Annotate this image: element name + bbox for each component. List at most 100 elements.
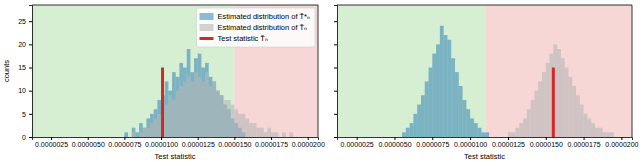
histogram-bar — [568, 77, 572, 137]
histogram-bar — [168, 91, 172, 137]
histogram-bar — [124, 132, 128, 137]
histogram-bar — [402, 137, 406, 138]
histogram-bar — [481, 137, 485, 138]
x-axis: 0.00000250.00000500.00000750.00001000.00… — [338, 137, 639, 148]
histogram-bar — [179, 86, 183, 137]
histogram-bar — [220, 95, 224, 137]
histogram-bar — [121, 137, 125, 138]
y-tick — [334, 91, 337, 92]
frame — [32, 5, 318, 137]
x-tick-label: 0.0000125 — [182, 141, 215, 148]
histogram-bar — [584, 114, 588, 137]
histogram-bar — [425, 137, 429, 138]
histogram-bar — [565, 68, 569, 137]
histogram-bar — [394, 137, 398, 138]
x-axis-line — [338, 138, 633, 141]
histogram-bar — [139, 132, 143, 137]
x-tick-mark — [584, 137, 585, 140]
y-tick — [334, 68, 337, 69]
histogram-bar — [110, 137, 114, 138]
histogram-bar — [398, 137, 402, 138]
histogram-bar — [402, 132, 406, 137]
histogram-bar — [606, 132, 610, 137]
histogram-bar — [143, 128, 147, 137]
histogram-bar — [293, 137, 297, 138]
x-tick-mark — [621, 137, 622, 140]
histogram-bar — [463, 100, 467, 137]
histogram-bar — [534, 91, 538, 137]
legend-swatch — [200, 13, 214, 20]
histogram-bar — [113, 137, 117, 138]
histogram-bar — [474, 137, 478, 138]
y-tick-mark — [334, 21, 337, 22]
histogram-bar — [432, 54, 436, 137]
histogram-bar — [154, 118, 158, 137]
histogram-bar — [398, 137, 402, 138]
legend-label: Estimated distribution of T̃*ₙ — [218, 12, 310, 21]
histogram-bar — [504, 137, 508, 138]
x-tick-mark — [394, 137, 395, 140]
y-tick-label: 0 — [22, 134, 26, 141]
histogram-bar — [447, 40, 451, 137]
x-tick: 0.0000075 — [108, 137, 141, 148]
histogram-bar — [610, 132, 614, 137]
y-tick-mark — [29, 137, 32, 138]
histogram-bar — [238, 114, 242, 137]
test-statistic — [161, 68, 164, 137]
histogram-bar — [546, 63, 550, 137]
histogram-bar — [113, 137, 117, 138]
histogram-bar — [481, 132, 485, 137]
y-tick-mark — [334, 44, 337, 45]
y-axis-title: counts — [2, 60, 11, 82]
x-tick: 0.0000175 — [255, 137, 288, 148]
histogram-bar — [519, 123, 523, 137]
x-tick: 0.0000125 — [182, 137, 215, 148]
histogram-bar — [429, 68, 433, 137]
histogram-bar — [194, 72, 198, 137]
y-tick: 5 — [22, 111, 32, 118]
histogram-bar — [508, 132, 512, 137]
x-tick-label: 0.0000175 — [255, 141, 288, 148]
histogram-series — [132, 72, 293, 137]
figure: 0.00000250.00000500.00000750.00001000.00… — [0, 0, 640, 163]
histogram-bar — [413, 114, 417, 137]
histogram-bar — [293, 137, 297, 138]
histogram-bar — [146, 118, 150, 137]
histogram-bar — [205, 63, 209, 137]
histogram-bar — [278, 137, 282, 138]
histogram-bar — [470, 137, 474, 138]
histogram-bar — [99, 137, 103, 138]
histogram-bar — [201, 68, 205, 137]
test-statistic — [552, 68, 555, 137]
histogram-bar — [102, 137, 106, 138]
histogram-bar — [242, 114, 246, 137]
histogram-bar — [406, 137, 410, 138]
x-tick-mark — [546, 137, 547, 140]
y-tick-label: 15 — [18, 64, 26, 71]
x-tick-label: 0.0000150 — [530, 141, 563, 148]
x-tick-label: 0.0000075 — [416, 141, 449, 148]
histogram-bar — [198, 77, 202, 137]
x-tick: 0.0000200 — [605, 137, 638, 148]
histogram-bar — [135, 137, 139, 138]
histogram-bar — [143, 128, 147, 137]
legend-label: Test statistic T̃ₙ — [218, 34, 268, 43]
histogram-bar — [198, 54, 202, 137]
histogram-bar — [463, 137, 467, 138]
histogram-bar — [500, 137, 504, 138]
histogram-series — [124, 49, 245, 137]
histogram-bar — [95, 137, 99, 138]
y-tick: 0 — [22, 134, 32, 141]
histogram-bar — [591, 123, 595, 137]
x-tick-label: 0.0000100 — [145, 141, 178, 148]
histogram-bar — [550, 54, 554, 137]
histogram-bar — [440, 26, 444, 137]
histogram-bar — [150, 114, 154, 137]
histogram-bar — [201, 81, 205, 137]
histogram-bar — [91, 137, 95, 138]
panel: 0.00000250.00000500.00000750.00001000.00… — [2, 5, 325, 161]
histogram-bar — [139, 123, 143, 137]
histogram-bar — [172, 72, 176, 137]
histogram-bar — [88, 137, 92, 138]
histogram-bar — [216, 91, 220, 137]
